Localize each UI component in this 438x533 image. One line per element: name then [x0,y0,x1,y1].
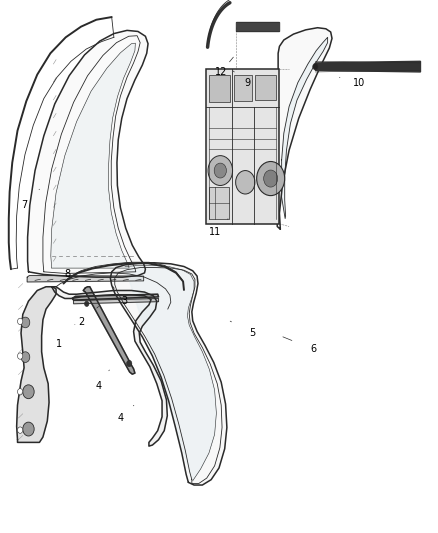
Text: 7: 7 [21,200,27,210]
Circle shape [264,170,278,187]
Polygon shape [282,37,328,219]
Text: 8: 8 [65,270,71,279]
Circle shape [18,427,23,433]
Polygon shape [17,287,56,442]
Circle shape [208,156,233,185]
Text: 4: 4 [95,382,102,391]
Polygon shape [27,276,144,282]
Text: 4: 4 [117,414,124,423]
Bar [209,75,230,102]
Text: 6: 6 [310,344,316,354]
Text: 11: 11 [208,227,221,237]
Polygon shape [236,22,279,31]
Polygon shape [125,265,216,481]
Circle shape [18,318,23,325]
Circle shape [257,161,285,196]
Circle shape [21,317,30,328]
Polygon shape [52,287,167,446]
Text: 10: 10 [353,78,365,87]
Circle shape [127,360,132,367]
Text: 5: 5 [249,328,255,338]
Circle shape [18,389,23,395]
Bar [234,75,252,101]
Polygon shape [72,294,159,300]
Text: 1: 1 [56,339,62,349]
Polygon shape [110,263,227,485]
Polygon shape [74,298,159,304]
Circle shape [236,171,255,194]
Polygon shape [28,30,148,277]
Circle shape [85,301,89,306]
Circle shape [18,353,23,359]
Circle shape [23,385,34,399]
FancyBboxPatch shape [206,69,279,224]
Polygon shape [51,43,135,268]
Circle shape [214,163,226,178]
Text: 2: 2 [78,318,84,327]
Polygon shape [83,287,135,374]
Circle shape [313,63,318,70]
Polygon shape [277,28,332,229]
Text: 9: 9 [244,78,251,87]
Text: 12: 12 [215,67,227,77]
Bar [209,187,229,219]
Bar [255,75,276,100]
Text: 3: 3 [122,296,128,306]
Circle shape [21,352,30,362]
Circle shape [23,422,34,436]
Polygon shape [315,61,420,72]
